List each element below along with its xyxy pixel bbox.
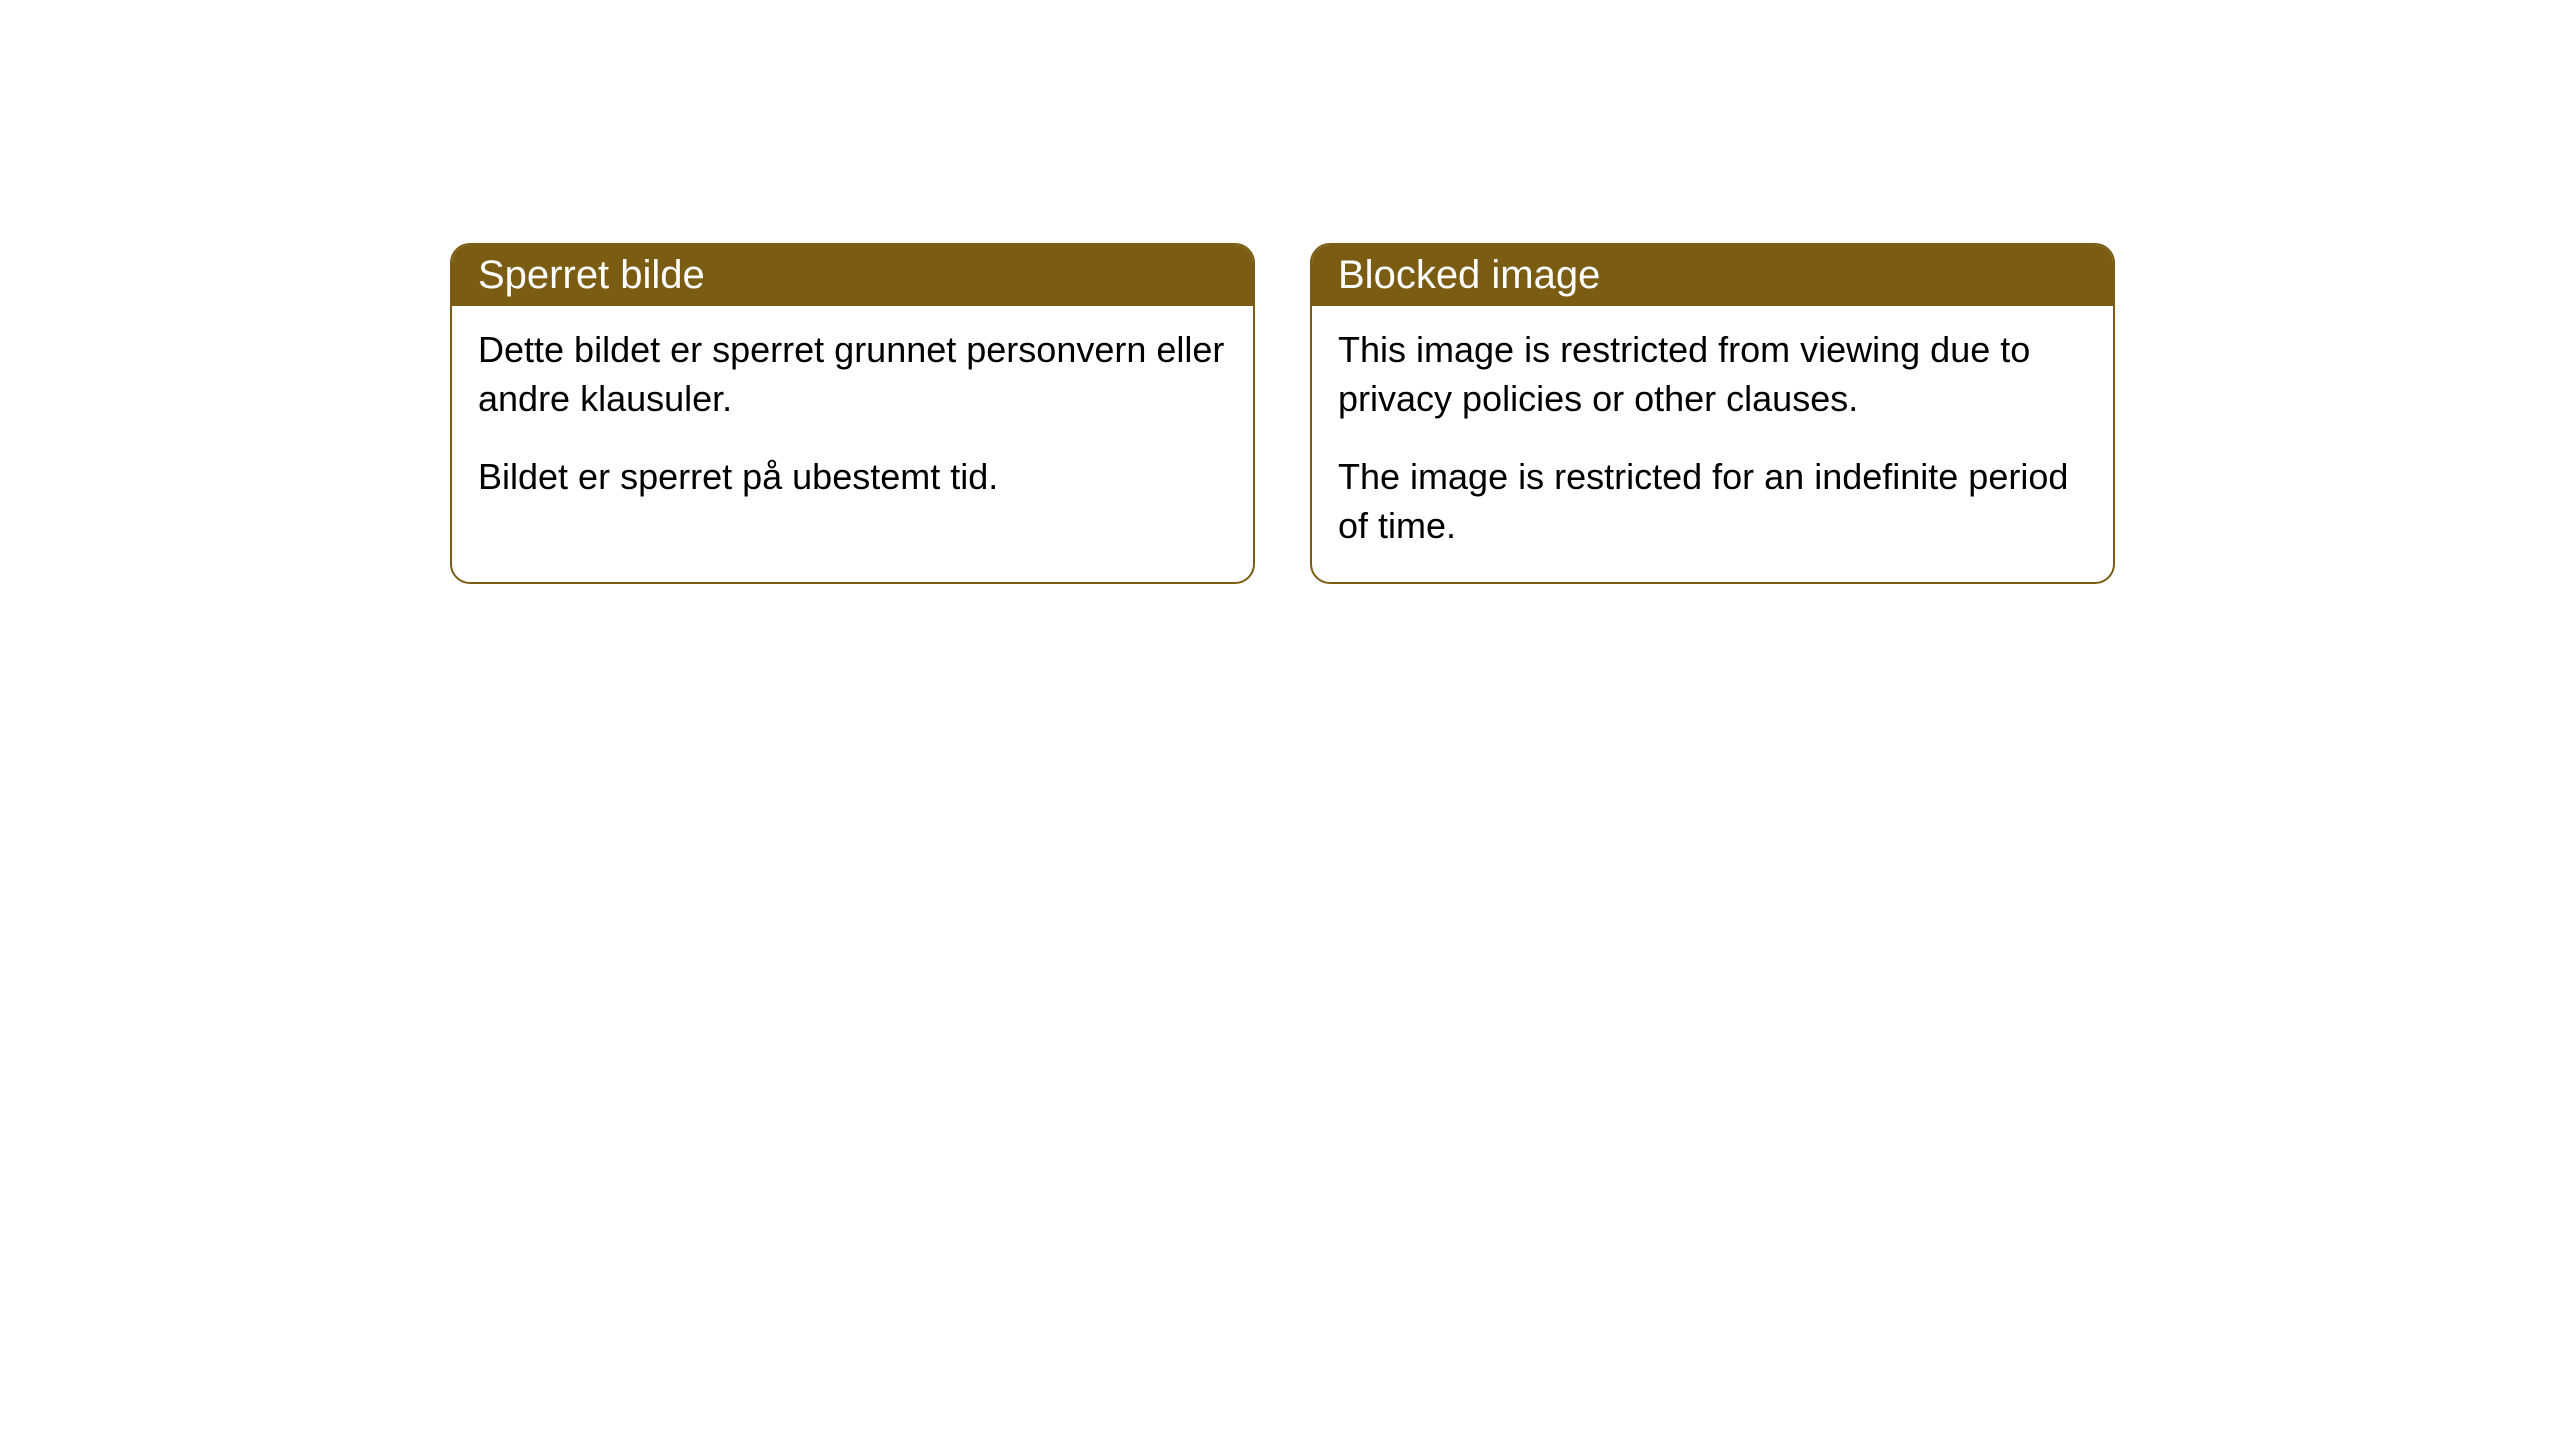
card-body-norwegian: Dette bildet er sperret grunnet personve… xyxy=(452,306,1253,534)
card-body-english: This image is restricted from viewing du… xyxy=(1312,306,2113,582)
blocked-image-card-norwegian: Sperret bilde Dette bildet er sperret gr… xyxy=(450,243,1255,584)
card-header-norwegian: Sperret bilde xyxy=(452,245,1253,306)
card-paragraph-2: The image is restricted for an indefinit… xyxy=(1338,453,2087,550)
card-paragraph-2: Bildet er sperret på ubestemt tid. xyxy=(478,453,1227,502)
card-paragraph-1: This image is restricted from viewing du… xyxy=(1338,326,2087,423)
card-title: Blocked image xyxy=(1338,253,1600,297)
blocked-image-card-english: Blocked image This image is restricted f… xyxy=(1310,243,2115,584)
card-paragraph-1: Dette bildet er sperret grunnet personve… xyxy=(478,326,1227,423)
notice-container: Sperret bilde Dette bildet er sperret gr… xyxy=(450,243,2115,584)
card-header-english: Blocked image xyxy=(1312,245,2113,306)
card-title: Sperret bilde xyxy=(478,253,705,297)
